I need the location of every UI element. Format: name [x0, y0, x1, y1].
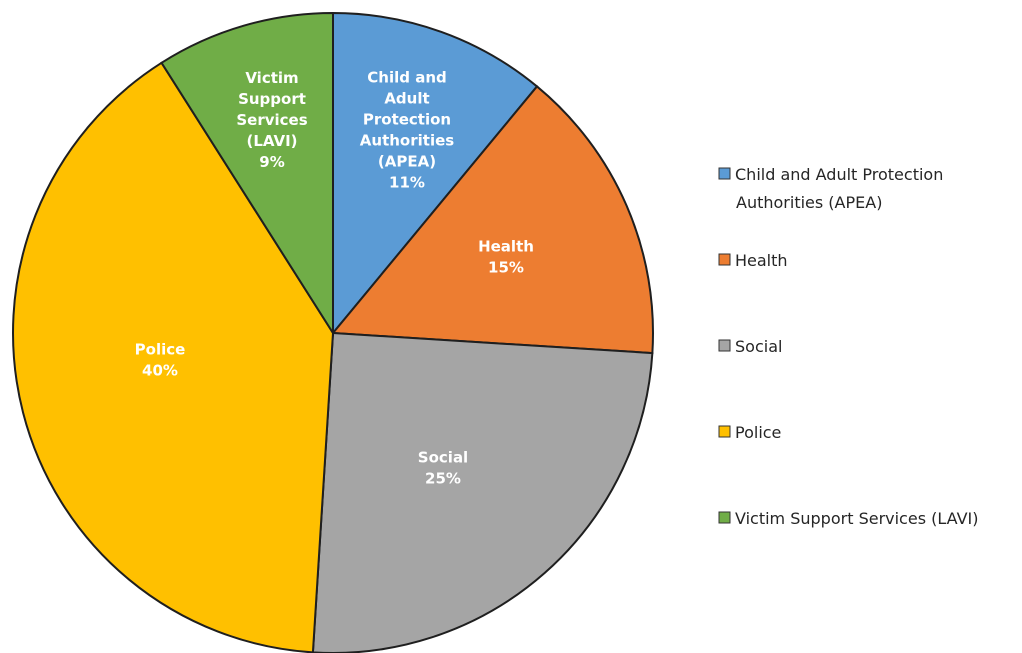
legend-item-apea: Child and Adult Protection Authorities (A…	[718, 165, 943, 212]
pie-slices	[12, 11, 654, 653]
legend-label-health: Health	[735, 251, 788, 270]
legend-label-social: Social	[735, 337, 782, 356]
legend-swatch-lavi	[718, 511, 731, 524]
pie-slice-social	[311, 331, 654, 653]
legend-item-social: Social	[718, 337, 782, 356]
pie-slice-police	[12, 61, 335, 653]
legend-label-apea: Child and Adult Protection Authorities (A…	[735, 165, 943, 212]
slice-label-social: Social 25%	[418, 449, 468, 488]
pie-slice-lavi	[160, 11, 334, 337]
legend-swatch-health	[718, 253, 731, 266]
legend-label-lavi: Victim Support Services (LAVI)	[735, 509, 978, 528]
slice-label-apea: Child and Adult Protection Authorities (APEA…	[360, 69, 454, 192]
slice-label-health: Health 15%	[478, 238, 534, 277]
legend-item-lavi: Victim Support Services (LAVI)	[718, 509, 978, 528]
legend-swatch-police	[718, 425, 731, 438]
pie-slice-health	[330, 85, 654, 355]
legend-item-health: Health	[718, 251, 788, 270]
legend-swatch-social	[718, 339, 731, 352]
legend-label-police: Police	[735, 423, 781, 442]
legend-swatch-apea	[718, 167, 731, 180]
pie-slice-labels: Child and Adult Protection Authorities (APEA…	[135, 69, 534, 488]
slice-label-lavi: Victim Support Services (LAVI) 9%	[236, 69, 307, 171]
legend-item-police: Police	[718, 423, 781, 442]
slice-label-police: Police 40%	[135, 341, 186, 380]
pie-slice-apea	[332, 11, 539, 336]
legend: Child and Adult Protection Authorities (A…	[718, 165, 978, 528]
